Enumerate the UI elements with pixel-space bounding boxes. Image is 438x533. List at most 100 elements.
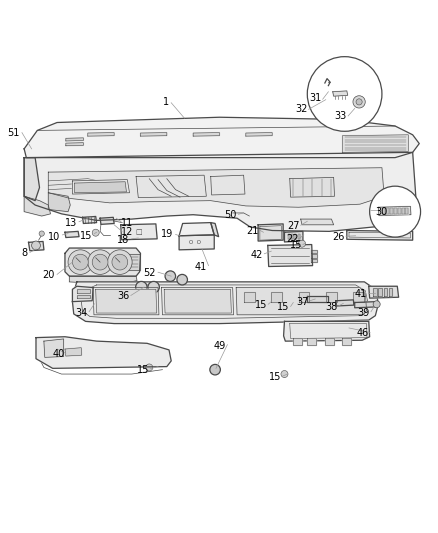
Polygon shape <box>346 230 412 240</box>
Polygon shape <box>404 208 407 214</box>
Text: O  O: O O <box>189 240 201 245</box>
Polygon shape <box>283 321 369 341</box>
Text: 15: 15 <box>268 372 280 382</box>
Polygon shape <box>66 143 83 146</box>
Circle shape <box>148 281 159 293</box>
Polygon shape <box>310 250 316 253</box>
Polygon shape <box>372 288 376 296</box>
Circle shape <box>88 250 112 274</box>
Text: 31: 31 <box>308 93 321 103</box>
Circle shape <box>266 298 273 305</box>
Polygon shape <box>48 168 383 207</box>
Polygon shape <box>65 231 79 238</box>
Polygon shape <box>297 234 299 239</box>
Circle shape <box>372 301 379 308</box>
Polygon shape <box>401 208 404 214</box>
Polygon shape <box>120 224 157 240</box>
Polygon shape <box>65 348 81 356</box>
Polygon shape <box>179 223 214 236</box>
Polygon shape <box>210 175 244 195</box>
Polygon shape <box>88 133 114 136</box>
Polygon shape <box>72 180 129 194</box>
Text: 19: 19 <box>161 229 173 239</box>
Text: 20: 20 <box>42 270 55 280</box>
Text: 33: 33 <box>334 111 346 121</box>
Circle shape <box>369 186 420 237</box>
Polygon shape <box>324 338 333 345</box>
Polygon shape <box>44 339 64 357</box>
Text: 49: 49 <box>213 341 226 351</box>
Polygon shape <box>298 292 309 302</box>
Polygon shape <box>267 245 312 266</box>
Text: 12: 12 <box>120 227 133 237</box>
Polygon shape <box>82 216 96 223</box>
Polygon shape <box>164 289 231 313</box>
Text: 30: 30 <box>375 207 387 216</box>
Polygon shape <box>179 235 214 250</box>
Circle shape <box>298 240 305 247</box>
Polygon shape <box>24 158 39 200</box>
Text: 11: 11 <box>120 219 133 229</box>
Polygon shape <box>307 338 315 345</box>
Text: 32: 32 <box>294 104 307 115</box>
Circle shape <box>39 231 44 236</box>
Polygon shape <box>66 138 83 141</box>
Text: 15: 15 <box>137 365 149 375</box>
Text: 21: 21 <box>246 227 258 236</box>
Text: 50: 50 <box>224 210 237 220</box>
Circle shape <box>145 364 152 371</box>
Polygon shape <box>378 206 410 215</box>
Text: 36: 36 <box>117 292 129 301</box>
Text: 26: 26 <box>332 232 344 242</box>
Polygon shape <box>342 135 407 152</box>
Polygon shape <box>136 175 206 198</box>
Text: 15: 15 <box>277 302 289 312</box>
Text: 15: 15 <box>289 240 301 251</box>
Polygon shape <box>258 224 283 241</box>
Polygon shape <box>24 152 416 231</box>
Polygon shape <box>210 223 218 237</box>
Polygon shape <box>325 292 336 302</box>
Polygon shape <box>335 300 353 306</box>
Text: 42: 42 <box>250 249 262 260</box>
Polygon shape <box>243 292 254 302</box>
Polygon shape <box>389 208 392 214</box>
Polygon shape <box>310 259 316 262</box>
Polygon shape <box>65 248 140 276</box>
Polygon shape <box>342 338 350 345</box>
Circle shape <box>135 281 147 293</box>
Polygon shape <box>307 296 328 302</box>
Polygon shape <box>24 117 418 158</box>
Text: □: □ <box>135 229 142 235</box>
Circle shape <box>280 370 287 377</box>
Circle shape <box>72 254 88 270</box>
Text: 1: 1 <box>162 97 169 107</box>
Circle shape <box>92 229 99 236</box>
Circle shape <box>355 99 361 105</box>
Circle shape <box>165 271 175 281</box>
Polygon shape <box>245 133 272 136</box>
Text: 41: 41 <box>194 262 206 271</box>
Polygon shape <box>290 234 293 239</box>
Circle shape <box>32 241 40 250</box>
Polygon shape <box>193 133 219 136</box>
Text: 38: 38 <box>324 302 336 312</box>
Polygon shape <box>385 208 388 214</box>
Text: 51: 51 <box>7 127 20 138</box>
Text: 37: 37 <box>296 297 308 306</box>
Polygon shape <box>287 234 289 239</box>
Polygon shape <box>28 241 44 251</box>
Polygon shape <box>77 289 90 293</box>
Polygon shape <box>69 276 137 283</box>
Text: 27: 27 <box>286 221 299 231</box>
Text: 18: 18 <box>117 235 129 245</box>
Text: 41: 41 <box>353 289 366 298</box>
Polygon shape <box>72 282 378 324</box>
Polygon shape <box>95 289 156 313</box>
Circle shape <box>209 365 220 375</box>
Polygon shape <box>383 288 386 296</box>
Circle shape <box>352 96 364 108</box>
Polygon shape <box>236 288 366 315</box>
Text: 22: 22 <box>286 234 298 244</box>
Polygon shape <box>36 337 171 368</box>
